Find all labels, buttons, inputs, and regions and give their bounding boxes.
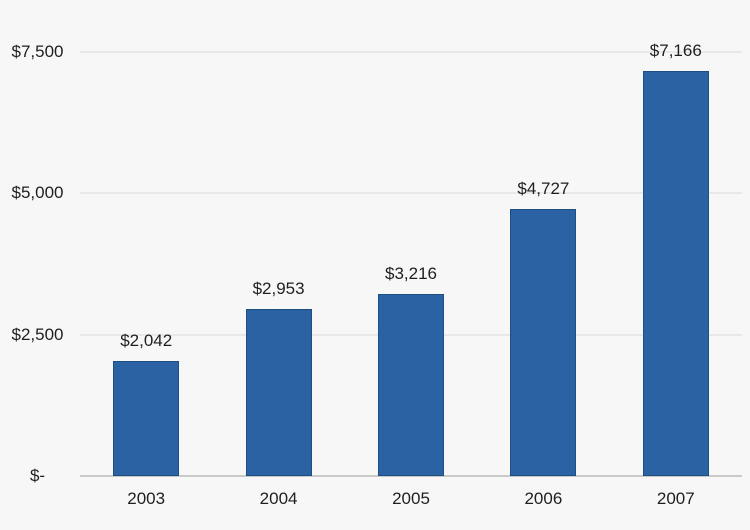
bar-value-label-2003: $2,042: [120, 330, 173, 350]
x-axis-category-label-2003: 2003: [127, 489, 166, 508]
bar-value-label-2007: $7,166: [649, 40, 702, 60]
x-axis-line: [80, 475, 742, 477]
y-axis-tick-label: $7,500: [11, 42, 64, 61]
bar-2005: [378, 294, 444, 476]
bar-2004: [245, 309, 312, 476]
bar-2006: [510, 208, 577, 476]
bar-2007: [642, 70, 709, 476]
bar-2003: [113, 360, 180, 476]
x-axis-category-label-2006: 2006: [524, 489, 563, 508]
gridline-5000: [80, 192, 742, 195]
x-axis-category-label-2005: 2005: [392, 489, 430, 508]
x-axis-category-label-2004: 2004: [259, 489, 298, 508]
bar-value-label-2005: $3,216: [385, 264, 437, 284]
gridline-7500: [80, 51, 742, 53]
bar-value-label-2004: $2,953: [252, 279, 305, 299]
y-axis-tick-label: $5,000: [11, 183, 64, 203]
y-axis-tick-label: $2,500: [11, 324, 64, 344]
bar-value-label-2006: $4,727: [517, 178, 570, 198]
y-axis-tick-label: $-: [29, 466, 46, 485]
x-axis-category-label-2007: 2007: [656, 489, 695, 508]
